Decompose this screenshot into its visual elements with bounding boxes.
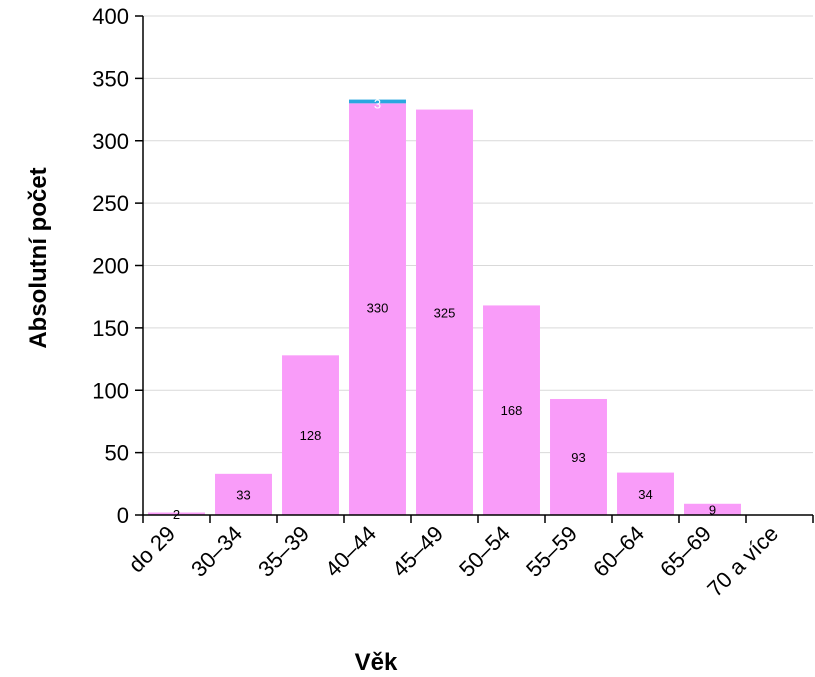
data-label: 2 — [173, 507, 180, 522]
data-label: 128 — [300, 428, 322, 443]
data-label: 168 — [501, 403, 523, 418]
data-label: 325 — [434, 305, 456, 320]
y-tick-label: 400 — [92, 4, 129, 29]
x-tick-label: 45–49 — [387, 521, 448, 582]
bar — [550, 398, 607, 515]
bar — [416, 109, 473, 515]
bars — [148, 99, 741, 515]
bar — [617, 472, 674, 515]
axes — [135, 15, 814, 523]
x-tick-label: 35–39 — [253, 521, 314, 582]
y-tick-label: 250 — [92, 191, 129, 216]
x-tick-label: 55–59 — [521, 521, 582, 582]
x-axis-title: Věk — [355, 649, 398, 676]
bar — [282, 355, 339, 515]
y-tick-labels: 0 50 100 150 200 250 300 350 400 — [92, 4, 129, 528]
bar — [148, 512, 205, 515]
y-tick-label: 200 — [92, 254, 129, 279]
bar — [684, 503, 741, 515]
x-tick-label: 40–44 — [320, 521, 381, 582]
bar — [349, 103, 406, 515]
x-tick-label: 30–34 — [186, 521, 247, 582]
bar — [215, 473, 272, 515]
bar — [483, 305, 540, 515]
y-tick-label: 50 — [105, 441, 129, 466]
y-tick-label: 0 — [117, 503, 129, 528]
y-axis-title: Absolutní počet — [25, 167, 52, 348]
grid-lines — [143, 15, 813, 454]
data-label: 93 — [571, 450, 585, 465]
y-tick-label: 150 — [92, 316, 129, 341]
y-tick-label: 100 — [92, 378, 129, 403]
x-tick-label: 70 a více — [702, 521, 783, 602]
x-tick-label: 50–54 — [454, 521, 515, 582]
bar — [349, 99, 406, 104]
y-tick-label: 350 — [92, 66, 129, 91]
x-tick-labels: do 29 30–34 35–39 40–44 45–49 50–54 55–59 60–64… — [123, 521, 783, 602]
y-tick-label: 300 — [92, 129, 129, 154]
data-label: 330 — [367, 300, 389, 315]
x-tick-label: do 29 — [123, 521, 180, 578]
data-label: 33 — [236, 487, 250, 502]
data-label: 3 — [374, 96, 381, 111]
data-label: 34 — [638, 487, 652, 502]
x-tick-label: 60–64 — [588, 521, 649, 582]
data-label: 9 — [709, 502, 716, 517]
x-tick-label: 65–69 — [655, 521, 716, 582]
